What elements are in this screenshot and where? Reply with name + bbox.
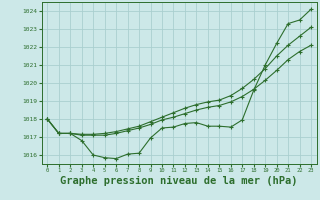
X-axis label: Graphe pression niveau de la mer (hPa): Graphe pression niveau de la mer (hPa) [60,176,298,186]
